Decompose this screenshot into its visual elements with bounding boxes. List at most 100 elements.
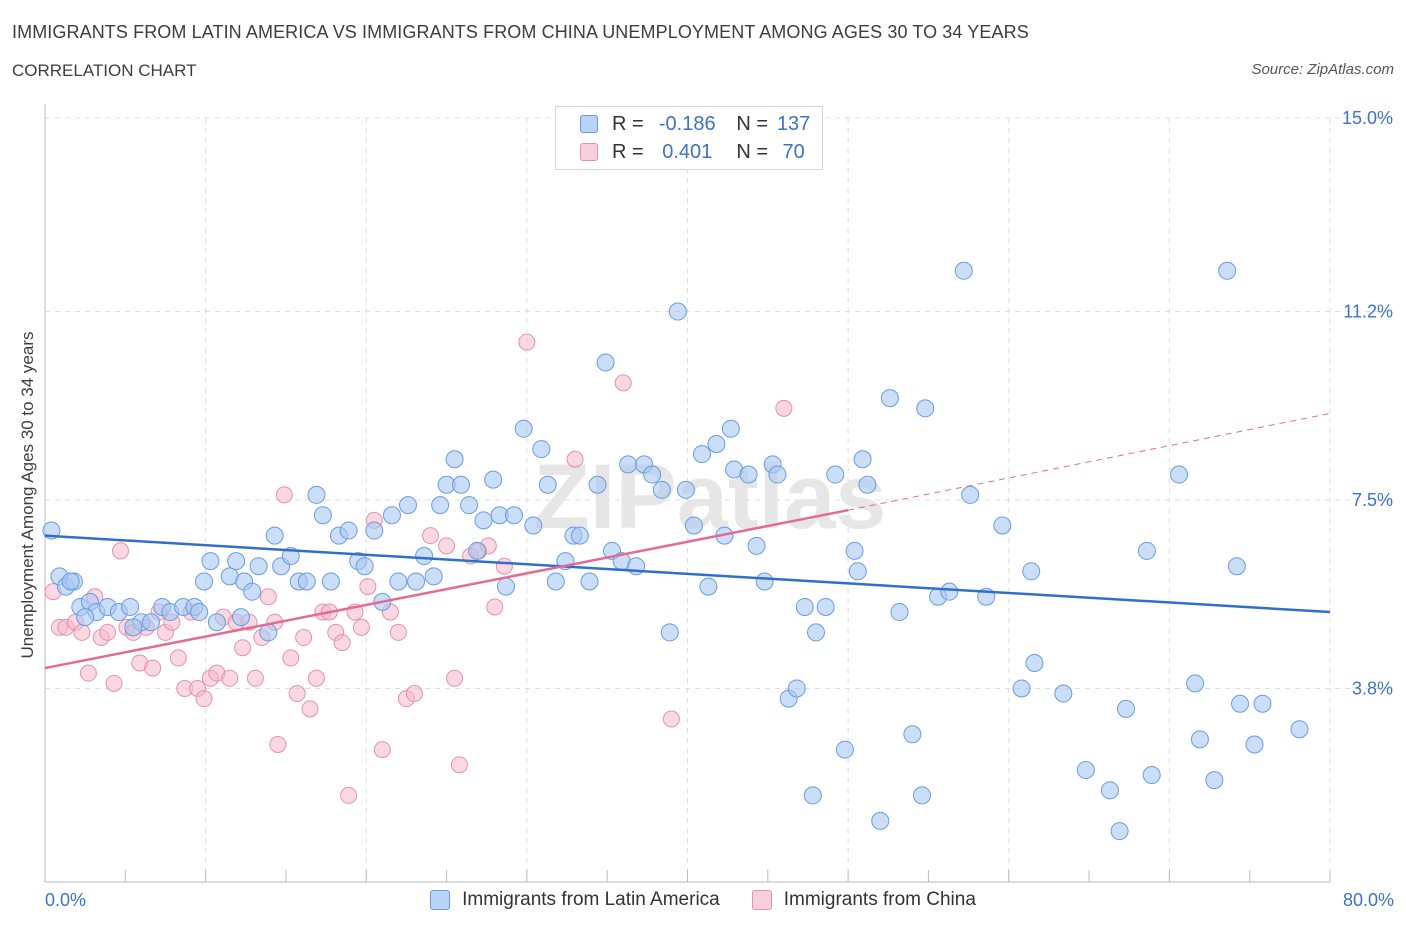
- latin-america-point: [1231, 694, 1250, 713]
- latin-america-point: [121, 597, 140, 616]
- china-point: [662, 710, 680, 728]
- china-point: [169, 649, 187, 667]
- latin-america-point: [452, 475, 471, 494]
- latin-america-point: [142, 613, 161, 632]
- latin-america-point: [231, 608, 250, 627]
- y-tick-labels: 3.8% 7.5% 11.2% 15.0%: [1342, 108, 1393, 698]
- legend-n-value: 137: [776, 112, 811, 135]
- latin-america-point: [684, 516, 703, 535]
- latin-america-point: [339, 521, 358, 540]
- latin-america-point: [1253, 694, 1272, 713]
- legend-r-label: R =: [612, 140, 644, 163]
- latin-america-point: [652, 480, 671, 499]
- china-point: [259, 588, 277, 606]
- latin-america-point: [768, 465, 787, 484]
- latin-america-point: [580, 572, 599, 591]
- latin-america-point: [871, 811, 890, 830]
- china-point: [73, 623, 91, 641]
- latin-america-point: [890, 603, 909, 622]
- axes: [44, 104, 1331, 883]
- y-tick-label: 15.0%: [1342, 108, 1393, 128]
- series-legend-label: Immigrants from China: [783, 889, 976, 910]
- latin-america-point: [1245, 735, 1264, 754]
- latin-america-point: [588, 475, 607, 494]
- latin-america-point: [739, 465, 758, 484]
- correlation-legend: R = -0.186 N = 137 R = 0.401 N = 70: [555, 106, 823, 170]
- latin-america-point: [415, 547, 434, 566]
- latin-america-point: [190, 603, 209, 622]
- legend-n-value: 70: [782, 140, 805, 163]
- latin-america-point: [431, 496, 450, 515]
- china-point: [495, 557, 513, 575]
- latin-america-point: [207, 613, 226, 632]
- x-tick-label-min: 0.0%: [45, 890, 87, 910]
- latin-america-point: [619, 455, 638, 474]
- latin-america-point: [546, 572, 565, 591]
- legend-r-value: -0.186: [658, 112, 716, 135]
- china-trendline-extension: [848, 412, 1331, 511]
- legend-n-label: N =: [736, 112, 769, 135]
- latin-america-point: [1022, 562, 1041, 581]
- latin-america-point: [195, 572, 214, 591]
- china-point: [269, 735, 287, 753]
- latin-america-point: [721, 419, 740, 438]
- latin-america-point: [424, 567, 443, 586]
- china-point: [79, 664, 97, 682]
- latin-america-point: [993, 516, 1012, 535]
- latin-america-point: [1142, 766, 1161, 785]
- china-point: [775, 399, 793, 417]
- china-point: [389, 623, 407, 641]
- china-point: [614, 374, 632, 392]
- china-point: [275, 486, 293, 504]
- latin-america-point: [853, 450, 872, 469]
- latin-america-point: [699, 577, 718, 596]
- series-swatch-blue: [430, 890, 451, 910]
- china-point: [295, 629, 313, 647]
- series-legend-latin-america: Immigrants from Latin America: [430, 889, 720, 911]
- china-point: [301, 700, 319, 718]
- latin-america-point: [826, 465, 845, 484]
- latin-america-point: [1076, 760, 1095, 779]
- latin-america-point: [1205, 771, 1224, 790]
- latin-america-point: [243, 582, 262, 601]
- latin-america-point: [496, 577, 515, 596]
- latin-america-point: [913, 786, 932, 805]
- china-point: [446, 669, 464, 687]
- latin-america-point: [514, 419, 533, 438]
- watermark: ZIPatlas: [534, 446, 887, 548]
- latin-america-point: [1137, 541, 1156, 560]
- chart-title: IMMIGRANTS FROM LATIN AMERICA VS IMMIGRA…: [12, 22, 1029, 42]
- latin-america-point: [297, 572, 316, 591]
- china-point: [422, 527, 439, 545]
- series-legend: Immigrants from Latin America Immigrants…: [0, 889, 1406, 911]
- latin-america-point: [848, 562, 867, 581]
- china-point: [282, 649, 300, 667]
- latin-america-point: [803, 786, 822, 805]
- latin-america-point: [445, 450, 464, 469]
- china-point: [333, 634, 351, 652]
- latin-america-point: [281, 547, 300, 566]
- latin-america-point: [660, 623, 679, 642]
- legend-swatch-blue: [580, 115, 598, 133]
- china-point: [111, 542, 129, 560]
- chart-subtitle: CORRELATION CHART: [12, 61, 197, 80]
- china-point: [518, 333, 536, 351]
- latin-america-point: [916, 399, 935, 418]
- latin-america-point: [795, 597, 814, 616]
- latin-america-point: [61, 572, 80, 591]
- latin-america-point: [201, 552, 220, 571]
- legend-row-latin-america: R = -0.186 N = 137: [580, 112, 814, 136]
- china-point: [105, 674, 123, 692]
- latin-america-point: [249, 557, 268, 576]
- latin-america-point: [1170, 465, 1189, 484]
- latin-america-point: [538, 475, 557, 494]
- latin-america-point: [307, 485, 326, 504]
- latin-america-point: [484, 470, 503, 489]
- latin-america-point: [1100, 781, 1119, 800]
- latin-america-point: [940, 582, 959, 601]
- china-point: [373, 741, 391, 759]
- latin-america-point: [707, 434, 726, 453]
- latin-america-point: [880, 389, 899, 408]
- latin-america-point: [265, 526, 284, 545]
- y-tick-label: 11.2%: [1343, 302, 1393, 322]
